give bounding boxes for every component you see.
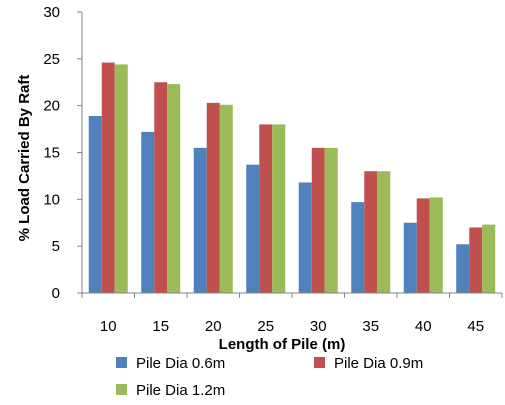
bar (193, 147, 207, 293)
legend-label: Pile Dia 0.6m (136, 355, 225, 372)
bar (311, 147, 325, 293)
bars (88, 62, 496, 294)
bar (154, 82, 168, 293)
legend-swatch (116, 357, 127, 368)
bar (469, 227, 483, 293)
y-tick-label: 15 (43, 145, 60, 162)
bar (272, 124, 286, 294)
y-tick-label: 5 (52, 238, 60, 255)
bar (377, 171, 391, 293)
x-tick-label: 40 (415, 318, 432, 335)
bar (246, 164, 260, 293)
x-tick-label: 20 (205, 318, 222, 335)
bar (456, 244, 470, 293)
legend-swatch (314, 357, 325, 368)
x-tick-label: 25 (257, 318, 274, 335)
legend: Pile Dia 0.6m Pile Dia 0.9m Pile Dia 1.2m (116, 355, 423, 399)
bar (88, 115, 102, 293)
bar (101, 62, 115, 293)
bar (416, 198, 430, 293)
x-tick-label: 35 (362, 318, 379, 335)
legend-swatch (116, 384, 127, 395)
bar (298, 182, 312, 293)
y-tick-label: 0 (52, 285, 60, 302)
y-tick-label: 10 (43, 191, 60, 208)
bar (351, 202, 365, 293)
bar (324, 147, 338, 293)
bar (429, 197, 443, 293)
x-tick-label: 45 (467, 318, 484, 335)
y-tick-label: 25 (43, 51, 60, 68)
x-tick-label: 15 (152, 318, 169, 335)
y-axis-label: % Load Carried By Raft (16, 75, 33, 242)
y-tick-label: 30 (43, 4, 60, 21)
bar (482, 224, 496, 293)
bar (206, 102, 220, 294)
x-tick-label: 10 (100, 318, 117, 335)
bar (259, 124, 273, 294)
x-axis-ticks: 10 15 20 25 30 35 40 45 (81, 293, 503, 335)
bar (403, 222, 417, 293)
bar (364, 171, 378, 293)
x-axis-label: Length of Pile (m) (219, 336, 346, 353)
y-axis-ticks: 0 5 10 15 20 25 30 (43, 4, 82, 302)
bar (114, 64, 128, 293)
x-tick-label: 30 (310, 318, 327, 335)
y-tick-label: 20 (43, 98, 60, 115)
bar (167, 84, 181, 293)
legend-label: Pile Dia 0.9m (334, 355, 423, 372)
legend-label: Pile Dia 1.2m (136, 382, 225, 399)
bar (141, 131, 155, 293)
bar (219, 104, 233, 293)
